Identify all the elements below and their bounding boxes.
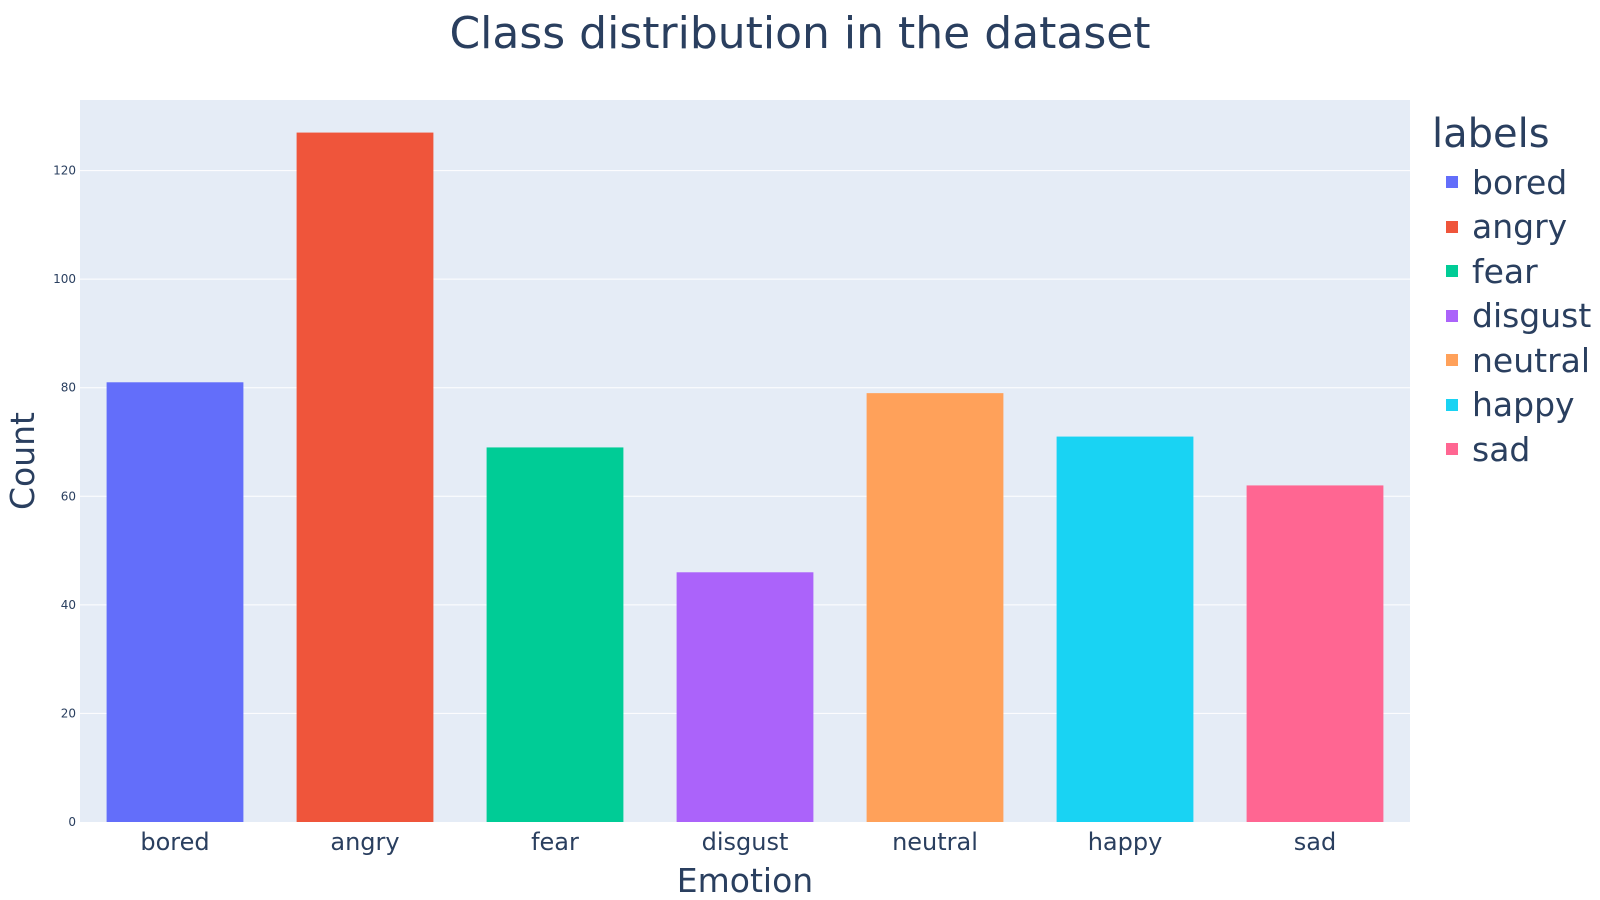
y-tick-label: 100 <box>53 272 76 286</box>
legend-item-sad[interactable]: sad <box>1432 427 1597 472</box>
legend-swatch <box>1446 265 1458 278</box>
chart-title: Class distribution in the dataset <box>449 8 1151 59</box>
legend-swatch <box>1446 309 1458 322</box>
bars <box>106 132 1384 823</box>
legend: labels bored angry fear disgust neutral happy… <box>1432 108 1597 472</box>
legend-swatch <box>1446 220 1458 233</box>
legend-item-angry[interactable]: angry <box>1432 205 1597 250</box>
y-tick-label: 60 <box>61 489 76 503</box>
bar-fear <box>486 447 624 822</box>
bar-disgust <box>676 572 814 822</box>
y-axis-label: Count <box>3 412 42 510</box>
legend-items: bored angry fear disgust neutral happy sad <box>1432 160 1597 472</box>
y-tick-label: 20 <box>61 706 76 720</box>
legend-item-disgust[interactable]: disgust <box>1432 294 1597 339</box>
bar-angry <box>296 132 434 823</box>
legend-swatch <box>1446 176 1458 189</box>
legend-item-neutral[interactable]: neutral <box>1432 338 1597 383</box>
legend-label: happy <box>1472 385 1575 425</box>
legend-item-fear[interactable]: fear <box>1432 249 1597 294</box>
y-tick-label: 0 <box>68 815 76 829</box>
bar-sad <box>1246 485 1384 822</box>
legend-swatch <box>1446 354 1458 367</box>
legend-label: neutral <box>1472 340 1591 380</box>
y-tick-label: 80 <box>61 381 76 395</box>
y-tick-label: 40 <box>61 598 76 612</box>
bar-neutral <box>866 393 1004 822</box>
legend-swatch <box>1446 398 1458 411</box>
x-tick-label: sad <box>1294 828 1336 856</box>
bar-happy <box>1056 436 1194 822</box>
x-tick-label: bored <box>140 828 209 856</box>
legend-item-happy[interactable]: happy <box>1432 383 1597 428</box>
x-axis-label: Emotion <box>677 861 813 900</box>
y-tick-labels: 0 20 40 60 80 100 120 <box>53 164 76 829</box>
legend-swatch <box>1446 443 1458 456</box>
x-tick-label: angry <box>330 828 399 856</box>
x-tick-labels: bored angry fear disgust neutral happy sad <box>140 828 1336 856</box>
legend-title: labels <box>1432 111 1550 157</box>
x-tick-label: happy <box>1088 828 1163 856</box>
legend-label: disgust <box>1472 296 1592 336</box>
legend-label: bored <box>1472 162 1568 202</box>
legend-label: sad <box>1472 429 1531 469</box>
x-tick-label: disgust <box>702 828 789 856</box>
x-tick-label: fear <box>531 828 579 856</box>
bar-bored <box>106 382 244 822</box>
legend-label: angry <box>1472 207 1568 247</box>
x-tick-label: neutral <box>892 828 978 856</box>
legend-label: fear <box>1472 251 1538 291</box>
y-tick-label: 120 <box>53 164 76 178</box>
legend-item-bored[interactable]: bored <box>1432 160 1597 205</box>
